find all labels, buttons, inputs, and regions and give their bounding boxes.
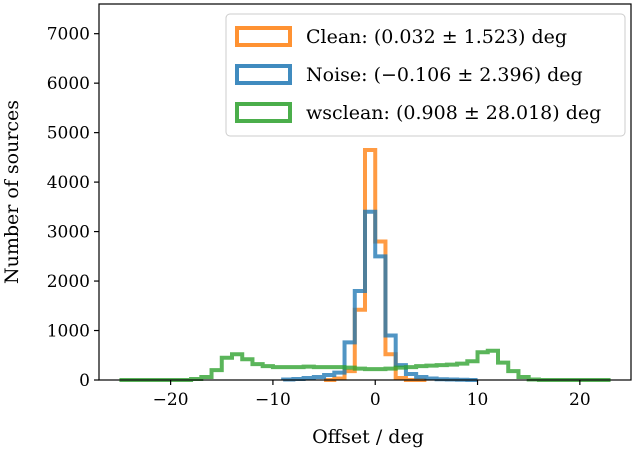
x-axis: −20 −10 0 10 20 xyxy=(153,380,591,410)
legend-label-1: Noise: (−0.106 ± 2.396) deg xyxy=(306,64,583,86)
x-axis-label: Offset / deg xyxy=(312,426,424,448)
y-tick-label: 4000 xyxy=(47,173,90,193)
legend-box xyxy=(225,13,626,137)
x-tick-label: 10 xyxy=(467,390,489,410)
series-1-step xyxy=(281,209,478,382)
legend-swatch-0 xyxy=(235,26,292,47)
y-axis-label: Number of sources xyxy=(1,100,23,284)
legend-label-0: Clean: (0.032 ± 1.523) deg xyxy=(306,26,567,48)
y-tick-label: 0 xyxy=(79,371,90,391)
y-tick-label: 2000 xyxy=(47,272,90,292)
y-tick-label: 6000 xyxy=(47,74,90,94)
x-tick-label: −10 xyxy=(255,390,291,410)
legend-label-2: wsclean: (0.908 ± 28.018) deg xyxy=(306,102,601,124)
axes-frame xyxy=(98,3,632,381)
axes-box xyxy=(98,3,632,381)
x-tick-label: 0 xyxy=(370,390,381,410)
series-layer xyxy=(119,147,611,382)
legend-swatch-2 xyxy=(235,102,292,123)
y-tick-label: 5000 xyxy=(47,124,90,144)
legend-swatch-1 xyxy=(235,64,292,85)
legend: Clean: (0.032 ± 1.523) deg Noise: (−0.106… xyxy=(225,13,626,137)
y-tick-label: 1000 xyxy=(47,322,90,342)
x-tick-label: −20 xyxy=(153,390,189,410)
x-tick-label: 20 xyxy=(569,390,591,410)
y-axis: 0 1000 2000 3000 4000 5000 6000 7000 xyxy=(47,25,99,391)
y-tick-label: 7000 xyxy=(47,25,90,45)
series-2-step xyxy=(119,348,611,382)
series-0-step xyxy=(324,147,427,382)
y-tick-label: 3000 xyxy=(47,223,90,243)
